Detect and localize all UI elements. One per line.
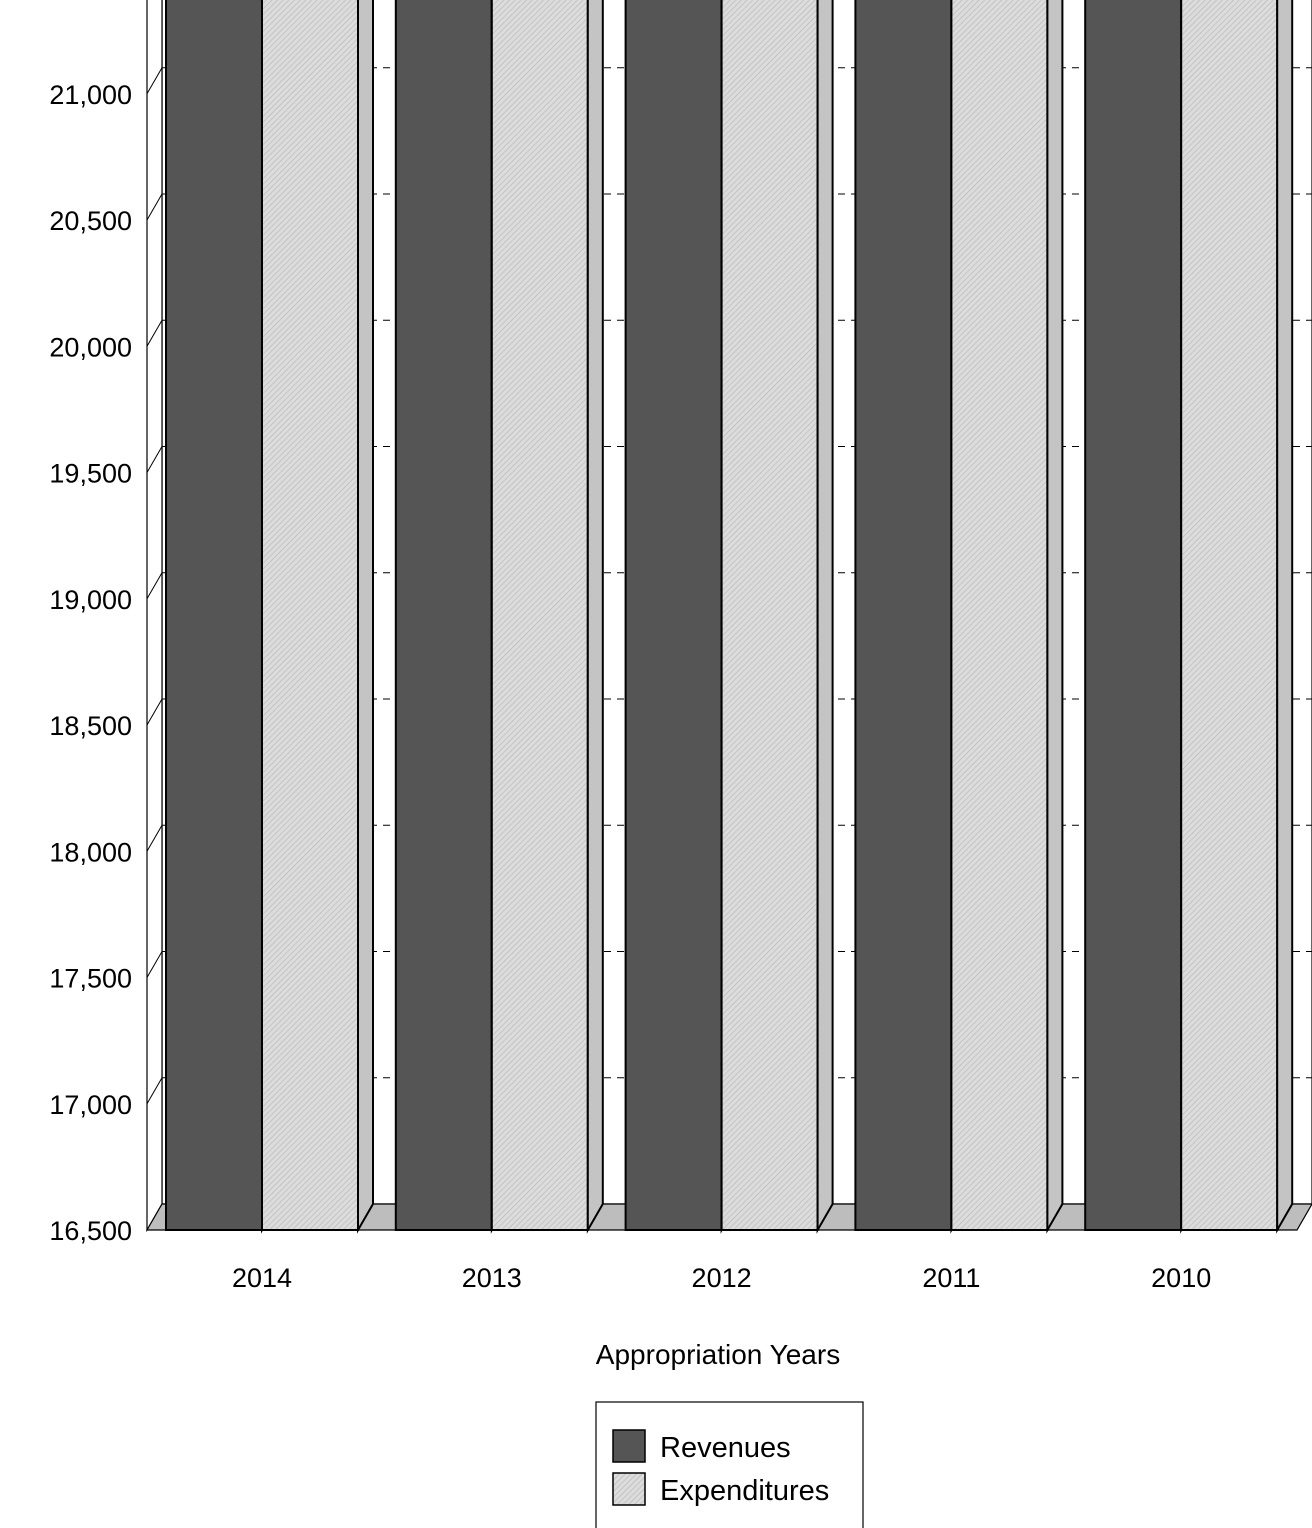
y-tick-label: 16,500 (49, 1216, 132, 1246)
bar-expenditures-2014 (261, 0, 374, 1234)
y-tick-label: 19,000 (49, 585, 132, 615)
x-tick-label: 2010 (1151, 1263, 1211, 1293)
y-tick-label: 18,000 (49, 837, 132, 867)
legend-label-revenues: Revenues (660, 1432, 791, 1464)
bar-expenditures-2013 (490, 0, 604, 1234)
bar-revenues-2014 (165, 0, 278, 1234)
bar-front (624, 0, 723, 1231)
bar-side (816, 0, 834, 1234)
bar-side (1276, 0, 1294, 1234)
y-axis: 16,500 17,000 17,500 18,000 18,500 19,000 19,5… (49, 80, 132, 1246)
x-axis-title: Appropriation Years (596, 1339, 840, 1370)
y-tick-label: 18,500 (49, 711, 132, 741)
gridline-side (146, 698, 163, 726)
y-tick-label: 17,000 (49, 1090, 132, 1120)
x-tick-label: 2014 (232, 1263, 292, 1293)
gridline-side (146, 193, 163, 221)
bar-front (720, 0, 819, 1231)
legend: Revenues Expenditures (595, 1401, 864, 1528)
bar-revenues-2011 (854, 0, 968, 1234)
bar-front (394, 0, 493, 1231)
bar-side (1046, 0, 1064, 1234)
bar-side (357, 0, 374, 1234)
bar-front (261, 0, 359, 1231)
gridline-side (146, 572, 163, 599)
y-tick-label: 21,000 (49, 80, 132, 110)
gridline-side (146, 67, 163, 94)
bar-revenues-2012 (624, 0, 738, 1234)
bar-revenues-2013 (394, 0, 508, 1234)
legend-box (595, 1401, 864, 1528)
bar-front (854, 0, 953, 1231)
gridline-side (146, 320, 163, 347)
x-axis: 2014 2013 2012 2011 2010 (232, 1263, 1211, 1293)
x-tick-label: 2011 (922, 1263, 980, 1293)
bar-revenues-2010 (1084, 0, 1198, 1234)
legend-swatch-revenues (612, 1429, 646, 1463)
legend-swatch-expenditures (612, 1472, 646, 1506)
bar-expenditures-2011 (950, 0, 1064, 1234)
bar-front (490, 0, 589, 1231)
bar-expenditures-2012 (720, 0, 834, 1234)
bar-front (1084, 0, 1183, 1232)
x-tick-label: 2013 (462, 1263, 522, 1293)
bar-expenditures-2010 (1180, 0, 1294, 1234)
gridline-side (146, 825, 163, 852)
y-tick-label: 20,000 (49, 332, 132, 362)
bar-front (1180, 0, 1279, 1231)
y-tick-label: 20,500 (49, 206, 132, 236)
bar-front (950, 0, 1049, 1232)
y-tick-label: 17,500 (49, 964, 132, 994)
bar-front (165, 0, 263, 1232)
bars (165, 0, 1294, 1234)
gridline-side (146, 1077, 163, 1104)
y-tick-label: 19,500 (49, 459, 132, 489)
x-tick-label: 2012 (692, 1263, 752, 1293)
bar-side (586, 0, 604, 1234)
gridline-side (146, 951, 163, 978)
side-wall (146, 0, 163, 1233)
legend-label-expenditures: Expenditures (660, 1475, 829, 1507)
gridline-side (146, 446, 163, 473)
